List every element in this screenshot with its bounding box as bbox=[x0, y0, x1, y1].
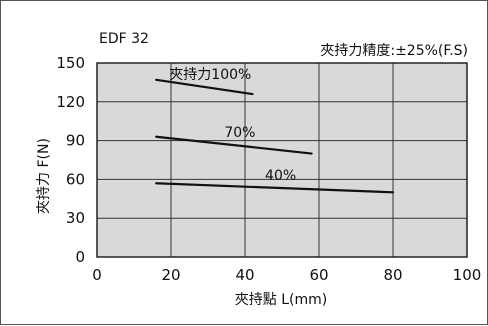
y-tick-label: 30 bbox=[66, 209, 85, 227]
y-axis-label: 夾持力 F(N) bbox=[36, 138, 52, 214]
series-label: 40% bbox=[265, 168, 296, 184]
y-tick-label: 60 bbox=[66, 170, 85, 188]
chart-title: EDF 32 bbox=[99, 31, 149, 47]
accuracy-note: 夾持力精度:±25%(F.S) bbox=[320, 43, 468, 59]
plot-border bbox=[96, 62, 468, 258]
grid-lines bbox=[97, 63, 467, 257]
series-lines bbox=[155, 78, 395, 194]
series-line bbox=[155, 182, 395, 194]
series-labels: 夾持力100% 70% 40% bbox=[169, 67, 296, 184]
series-label: 70% bbox=[224, 125, 255, 141]
y-tick-label: 150 bbox=[56, 54, 85, 72]
x-tick-label: 20 bbox=[161, 266, 180, 284]
x-tick-label: 40 bbox=[235, 266, 254, 284]
series-label: 夾持力100% bbox=[169, 67, 251, 83]
y-tick-label: 0 bbox=[75, 248, 85, 266]
y-tick-label: 120 bbox=[56, 93, 85, 111]
series-line bbox=[155, 78, 254, 96]
series-line bbox=[155, 135, 313, 155]
x-tick-label: 100 bbox=[453, 266, 482, 284]
x-tick-labels: 0 20 40 60 80 100 bbox=[92, 266, 481, 284]
plot-background bbox=[97, 63, 467, 257]
y-tick-label: 90 bbox=[66, 132, 85, 150]
y-tick-labels: 0 30 60 90 120 150 bbox=[56, 54, 85, 266]
x-tick-label: 80 bbox=[383, 266, 402, 284]
x-tick-label: 60 bbox=[309, 266, 328, 284]
x-axis-label: 夾持點 L(mm) bbox=[235, 292, 327, 308]
x-tick-label: 0 bbox=[92, 266, 102, 284]
